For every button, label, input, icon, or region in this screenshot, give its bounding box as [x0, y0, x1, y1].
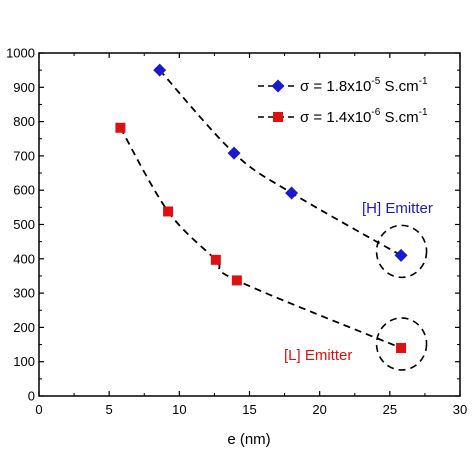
y-tick-label: 1000	[6, 46, 35, 61]
y-tick-label: 900	[13, 80, 35, 95]
data-point-diamond	[394, 248, 408, 262]
data-point-diamond	[153, 63, 167, 77]
emitter-circle-1	[375, 224, 428, 279]
series-2-dashed-line	[119, 127, 402, 349]
y-tick-label: 100	[13, 354, 35, 369]
legend-label-1: σ = 1.8x10-5 S.cm-1	[300, 76, 428, 95]
x-tick-label: 30	[453, 402, 467, 417]
y-tick-label: 700	[13, 148, 35, 163]
legend-unit-1: S.cm	[380, 78, 418, 95]
data-point-diamond	[227, 146, 241, 160]
series-1-dashed-line	[159, 69, 402, 257]
emitter-circles	[375, 224, 428, 371]
legend-exponent-2: -6	[371, 107, 380, 118]
legend-unit-2: S.cm	[380, 109, 418, 126]
emitter-circle-2	[375, 317, 428, 371]
legend-unit-exponent-2: -1	[419, 107, 428, 118]
x-tick-label: 0	[35, 402, 42, 417]
data-point-square	[396, 342, 407, 353]
legend-prefix-1: σ = 1.8x10	[300, 78, 371, 95]
y-tick-label: 800	[13, 114, 35, 129]
data-point-diamond	[285, 186, 299, 200]
legend: σ = 1.8x10-5 S.cm-1 σ = 1.4x10-6 S.cm-1	[258, 76, 428, 126]
x-tick-label: 25	[383, 402, 397, 417]
x-axis-title: e (nm)	[227, 431, 270, 448]
legend-marker-square	[273, 112, 283, 122]
x-tick-label: 20	[312, 402, 326, 417]
annotation-l-emitter: [L] Emitter	[284, 347, 352, 364]
x-tick-label: 10	[172, 402, 186, 417]
y-tick-label: 500	[13, 217, 35, 232]
legend-marker-diamond	[271, 79, 285, 93]
data-point-square	[231, 275, 242, 286]
y-tick-label: 300	[13, 286, 35, 301]
axis-ticks: 0 5 10 15 20 25 300100200300400500600700800900…	[6, 46, 467, 418]
y-tick-label: 200	[13, 320, 35, 335]
y-tick-label: 400	[13, 251, 35, 266]
legend-label-2: σ = 1.4x10-6 S.cm-1	[300, 107, 428, 126]
y-tick-label: 0	[28, 389, 35, 404]
legend-unit-exponent-1: -1	[419, 76, 428, 87]
series-markers	[115, 63, 408, 353]
y-tick-label: 600	[13, 183, 35, 198]
x-tick-label: 5	[106, 402, 113, 417]
legend-exponent-1: -5	[371, 76, 380, 87]
legend-prefix-2: σ = 1.4x10	[300, 109, 371, 126]
x-tick-label: 15	[242, 402, 256, 417]
data-point-square	[210, 254, 221, 265]
data-point-square	[115, 122, 126, 133]
annotation-h-emitter: [H] Emitter	[362, 200, 433, 217]
data-point-square	[163, 206, 174, 217]
